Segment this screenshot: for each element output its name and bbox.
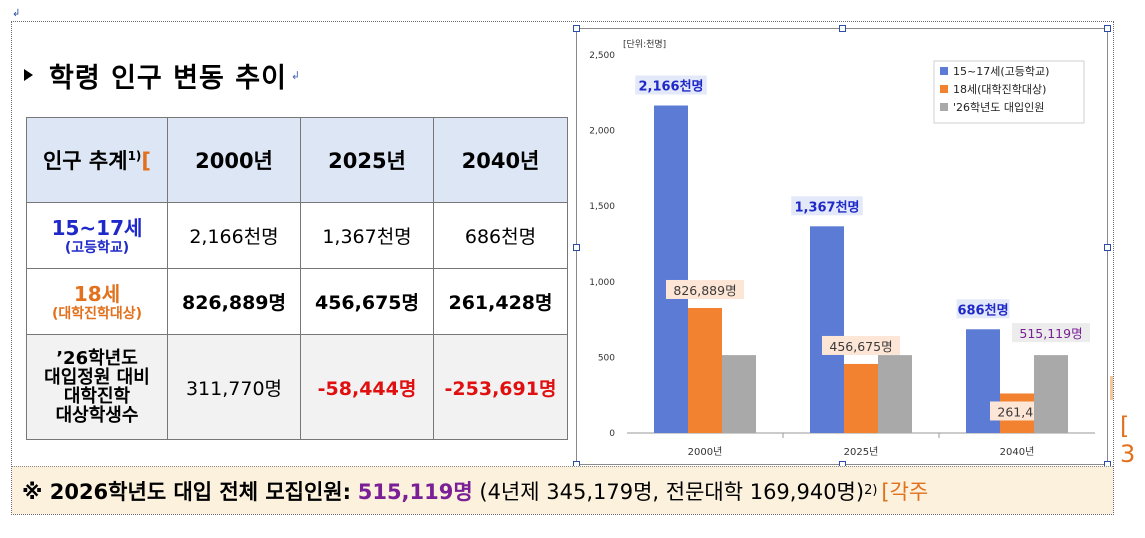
data-label: 686천명 [957, 302, 1008, 318]
table-cell: 456,675명 [300, 268, 434, 335]
data-label: 1,367천명 [794, 199, 859, 215]
population-table: 인구 추계1)[ 2000년 2025년 2040년 15~17세 (고등학교)… [26, 117, 568, 440]
header-cell: 2025년 [300, 117, 434, 203]
data-label: 515,119명 [1019, 326, 1082, 341]
table-header-row: 인구 추계1)[ 2000년 2025년 2040년 [26, 117, 568, 203]
header-cell: 인구 추계1)[ [26, 117, 168, 203]
resize-handle[interactable] [839, 25, 846, 32]
row-label-line: 대입정원 대비 [44, 367, 150, 388]
row-label-cell: 18세 (대학진학대상) [26, 268, 168, 335]
bar [844, 363, 878, 433]
table-cell: 2,166천명 [167, 202, 301, 269]
resize-handle[interactable] [573, 25, 580, 32]
document-frame [11, 21, 1114, 515]
data-label-bg [956, 299, 1010, 319]
x-tick-label: 2040년 [1000, 446, 1035, 458]
triangle-bullet-icon [24, 69, 33, 81]
table-row: 15~17세 (고등학교) 2,166천명 1,367천명 686천명 [26, 202, 568, 269]
resize-handle[interactable] [573, 244, 580, 251]
data-label-bg [1012, 323, 1090, 343]
y-tick-label: 1,000 [589, 278, 615, 288]
bar-chart: [단위:천명] 0 500 1,000 1,500 2,000 2,500 2,166천명 82… [589, 39, 1095, 458]
chart-unit-label: [단위:천명] [623, 39, 666, 50]
footnote-ref: 2) [864, 483, 878, 498]
x-tick-label: 2000년 [688, 446, 723, 458]
data-label-bg [791, 196, 863, 216]
resize-handle[interactable] [1104, 244, 1111, 251]
data-label-bg [822, 335, 900, 355]
data-label-bg [666, 279, 744, 299]
header-cell: 2000년 [167, 117, 301, 203]
row-label: 18세 [73, 281, 121, 306]
footnote-ref: 1) [127, 149, 142, 163]
header-label: 인구 추계 [42, 149, 128, 173]
page-title: 학령 인구 변동 추이 [49, 62, 287, 94]
row-label-line: 대상학생수 [55, 405, 139, 426]
bar [688, 307, 722, 433]
paragraph-mark-icon: ↲ [290, 68, 301, 82]
data-label: 456,675명 [829, 339, 892, 354]
chart-object[interactable]: [단위:천명] 0 500 1,000 1,500 2,000 2,500 2,166천명 82… [576, 28, 1108, 465]
y-tick-label: 1,500 [589, 202, 615, 212]
bar [722, 355, 756, 433]
y-tick-label: 0 [609, 429, 615, 439]
footer-total: 515,119명 [357, 479, 473, 504]
table-cell: 311,770명 [167, 334, 301, 440]
data-label: 826,889명 [673, 283, 736, 298]
legend-swatch [940, 67, 948, 75]
row-label: 15~17세 [51, 215, 143, 240]
y-tick-label: 500 [598, 353, 615, 363]
bar [654, 105, 688, 434]
header-bracket: [ [141, 149, 152, 173]
footer-prefix: ※ 2026학년도 대입 전체 모집인원: [22, 479, 352, 504]
resize-handle[interactable] [1104, 25, 1111, 32]
y-tick-label: 2,500 [589, 51, 615, 61]
table-cell: 826,889명 [167, 268, 301, 335]
row-sublabel: (대학진학대상) [51, 305, 143, 322]
data-label: 2,166천명 [638, 79, 703, 95]
section-heading: 학령 인구 변동 추이 ↲ [24, 55, 300, 95]
table-row: ’26학년도 대입정원 대비 대학진학 대상학생수 311,770명 -58,4… [26, 334, 568, 440]
row-label-line: ’26학년도 [56, 348, 138, 369]
table-cell: -58,444명 [300, 334, 434, 440]
footer-tail: [각주 [881, 479, 929, 504]
row-label-cell: 15~17세 (고등학교) [26, 202, 168, 269]
legend-swatch [940, 103, 948, 111]
row-sublabel: (고등학교) [64, 239, 130, 256]
bar [1034, 355, 1068, 433]
paragraph-mark-icon: ↲ [12, 8, 21, 19]
table-cell: -253,691명 [433, 334, 568, 440]
row-label-cell: ’26학년도 대입정원 대비 대학진학 대상학생수 [26, 334, 168, 440]
data-label-bg [635, 75, 707, 95]
footer-note: ※ 2026학년도 대입 전체 모집인원: 515,119명 (4년제 345,… [12, 466, 1113, 514]
table-row: 18세 (대학진학대상) 826,889명 456,675명 261,428명 [26, 268, 568, 335]
table-cell: 261,428명 [433, 268, 568, 335]
legend-label: 18세(대학진학대상) [953, 83, 1046, 96]
bar [878, 355, 912, 433]
table-cell: 686천명 [433, 202, 568, 269]
row-label-line: 대학진학 [63, 386, 131, 407]
legend-label: 15~17세(고등학교) [953, 65, 1049, 78]
legend-box [933, 60, 1085, 124]
y-tick-label: 2,000 [589, 127, 615, 137]
legend-label: '26학년도 대입인원 [953, 101, 1044, 114]
legend-swatch [940, 85, 948, 93]
text-marker [1110, 376, 1113, 400]
header-cell: 2040년 [433, 117, 568, 203]
table-cell: 1,367천명 [300, 202, 434, 269]
side-bracket-text: [ 3 [1120, 412, 1136, 468]
bar [810, 226, 844, 433]
footer-detail: (4년제 345,179명, 전문대학 169,940명) [479, 479, 865, 504]
x-tick-label: 2025년 [844, 446, 879, 458]
